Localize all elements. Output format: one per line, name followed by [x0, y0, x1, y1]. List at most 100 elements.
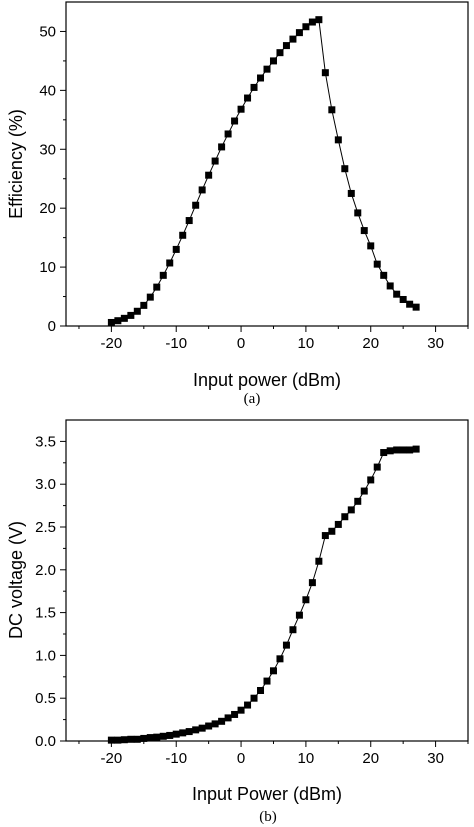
- data-point: [347, 506, 355, 514]
- data-point: [185, 728, 193, 736]
- y-tick-label: 3.5: [35, 433, 56, 450]
- data-point: [321, 532, 329, 540]
- chart-b-tick-labels: -20 -10 0 10 20 30 0.0 0.5 1.0 1.5 2.0 2.5 3.0 3.5: [35, 433, 444, 767]
- data-point: [192, 201, 200, 209]
- y-tick-label: 1.5: [35, 605, 56, 622]
- x-tick-label: 20: [362, 750, 379, 767]
- data-point: [354, 497, 362, 505]
- data-point: [289, 626, 297, 634]
- chart-b-xlabel: Input Power (dBm): [192, 784, 342, 804]
- data-point: [257, 687, 265, 694]
- y-tick-label: 50: [39, 23, 56, 40]
- chart-b: -20 -10 0 10 20 30 0.0 0.5 1.0 1.5 2.0 2.5 3.0 3.5 DC…: [6, 419, 469, 825]
- chart-b-markers: [107, 445, 420, 744]
- data-point: [120, 736, 128, 744]
- data-point: [179, 729, 187, 737]
- data-point: [373, 260, 381, 268]
- data-point: [172, 245, 180, 253]
- data-point: [315, 557, 323, 565]
- data-point: [133, 307, 141, 315]
- data-point: [393, 446, 401, 454]
- data-point: [224, 714, 232, 722]
- data-point: [412, 445, 420, 453]
- x-tick-label: -10: [165, 335, 187, 352]
- chart-a-plot-frame: [65, 1, 469, 327]
- data-point: [341, 165, 349, 173]
- data-point: [218, 717, 226, 725]
- data-point: [386, 447, 394, 455]
- y-tick-label: 1.0: [35, 647, 56, 664]
- data-point: [244, 94, 252, 102]
- data-point: [295, 611, 303, 619]
- data-point: [153, 733, 161, 741]
- data-point: [393, 290, 401, 298]
- x-tick-label: 10: [298, 335, 315, 352]
- y-tick-label: 0.5: [35, 690, 56, 707]
- data-point: [399, 295, 407, 303]
- data-point: [231, 117, 239, 125]
- data-point: [269, 57, 277, 65]
- chart-b-ylabel: DC voltage (V): [6, 521, 26, 639]
- y-tick-label: 0: [48, 318, 56, 335]
- data-point: [140, 301, 148, 309]
- data-point: [250, 694, 258, 702]
- data-point: [257, 74, 265, 82]
- data-point: [146, 734, 154, 742]
- data-point: [282, 641, 290, 649]
- data-point: [185, 217, 193, 225]
- y-tick-label: 30: [39, 141, 56, 158]
- data-point: [367, 476, 375, 484]
- chart-a-xlabel: Input power (dBm): [193, 370, 341, 390]
- data-point: [302, 23, 310, 31]
- data-point: [386, 282, 394, 290]
- data-point: [127, 735, 135, 743]
- data-point: [360, 487, 368, 495]
- data-point: [107, 318, 115, 326]
- chart-b-ticks: [60, 440, 469, 747]
- x-tick-label: 30: [427, 750, 444, 767]
- data-point: [107, 736, 115, 744]
- data-point: [166, 731, 174, 739]
- data-point: [406, 446, 414, 454]
- data-point: [218, 143, 226, 151]
- x-tick-label: -20: [101, 335, 123, 352]
- x-tick-label: 20: [362, 335, 379, 352]
- x-tick-label: -20: [101, 750, 123, 767]
- data-point: [224, 130, 232, 138]
- data-point: [276, 655, 284, 663]
- data-point: [146, 293, 154, 301]
- data-point: [334, 136, 342, 144]
- data-point: [205, 722, 213, 730]
- data-point: [244, 701, 252, 709]
- data-point: [328, 527, 336, 535]
- data-point: [192, 726, 200, 734]
- chart-a-ylabel: Efficiency (%): [6, 109, 26, 219]
- data-point: [179, 231, 187, 239]
- data-point: [380, 449, 388, 457]
- chart-b-series-line: [111, 448, 417, 741]
- data-point: [198, 724, 206, 732]
- data-point: [276, 49, 284, 57]
- data-point: [308, 579, 316, 587]
- y-tick-label: 0.0: [35, 733, 56, 750]
- data-point: [347, 189, 355, 197]
- chart-a-ticks: [60, 30, 469, 332]
- y-tick-label: 10: [39, 259, 56, 276]
- data-point: [328, 106, 336, 114]
- data-point: [159, 732, 167, 740]
- data-point: [289, 35, 297, 43]
- data-point: [380, 271, 388, 279]
- data-point: [114, 736, 122, 744]
- chart-b-plot-frame: [65, 419, 469, 742]
- y-tick-label: 40: [39, 82, 56, 99]
- data-point: [120, 314, 128, 322]
- data-point: [341, 513, 349, 521]
- data-point: [198, 186, 206, 194]
- data-point: [114, 317, 122, 325]
- chart-a-series-line: [111, 18, 417, 323]
- x-tick-label: 0: [237, 335, 245, 352]
- data-point: [166, 259, 174, 267]
- data-point: [282, 42, 290, 50]
- data-point: [237, 706, 245, 714]
